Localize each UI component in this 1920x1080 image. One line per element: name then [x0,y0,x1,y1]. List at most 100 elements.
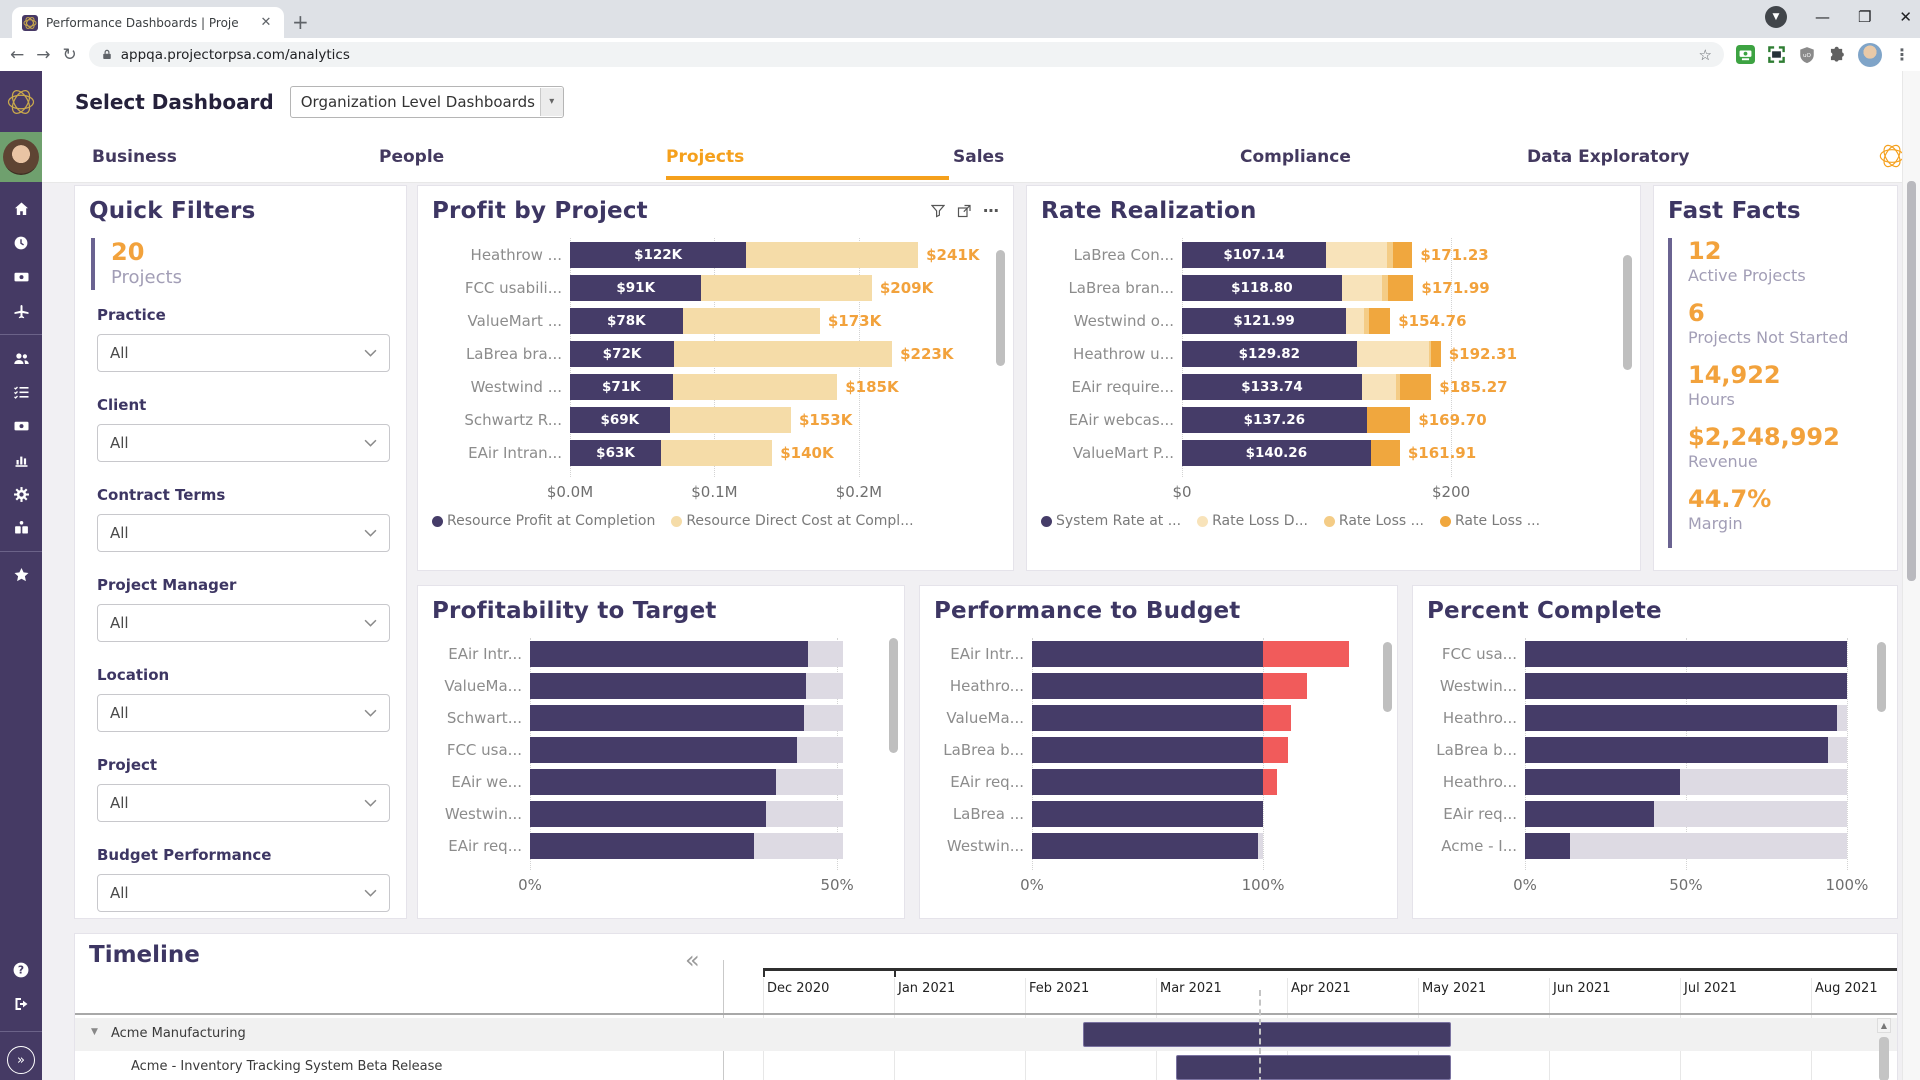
window-minimize-button[interactable]: — [1814,8,1830,26]
bar-value-label: $107.14 [1223,246,1285,263]
puzzle-extension-icon[interactable] [1828,46,1846,64]
timeline-group-row[interactable]: ▼ Acme Manufacturing [75,1018,1897,1051]
chart-row: EAir Intr... [418,638,904,670]
kpi-label: Projects [111,267,182,288]
chart-title: Profitability to Target [432,598,717,624]
tab-close-icon[interactable]: ✕ [260,15,272,30]
sidebar-item-home-icon[interactable] [0,192,42,226]
row-plot: $78K $173K [570,307,999,334]
filter-select-practice[interactable]: All [97,334,390,372]
page-scrollbar[interactable] [1902,71,1920,1080]
tab-data-exploratory[interactable]: Data Exploratory [1527,147,1690,167]
forward-button[interactable]: → [36,44,51,65]
row-label: Westwin... [444,805,522,823]
chart-legend: System Rate at ... Rate Loss D... Rate Los… [1041,513,1640,529]
filter-select-project-manager[interactable]: All [97,604,390,642]
gantt-scrollbar-thumb[interactable] [1879,1037,1889,1080]
chart-vertical-scrollbar[interactable] [1383,642,1392,712]
timeline-collapse-button[interactable]: « [685,946,700,974]
axis-tick-label: 50% [820,876,854,894]
expand-caret-icon[interactable]: ▼ [91,1027,98,1037]
select-value: All [110,344,129,362]
legend-item: Rate Loss ... [1439,513,1540,529]
tab-people[interactable]: People [379,147,445,167]
filter-funnel-icon[interactable] [931,204,945,218]
chart-axis: 0% 50% [518,868,874,900]
row-label: EAir Intran... [468,443,562,462]
axis-tick-label: $0.1M [691,483,738,501]
dropdown-caret-icon[interactable]: ▾ [539,87,563,116]
address-bar[interactable]: appqa.projectorpsa.com/analytics ☆ [88,42,1724,67]
month-label: Mar 2021 [1160,981,1222,996]
row-plot [1525,769,1863,795]
tab-sales[interactable]: Sales [953,147,1005,167]
row-plot [1525,641,1863,667]
browser-menu-icon[interactable]: ⋮ [1894,45,1910,64]
bookmark-star-icon[interactable]: ☆ [1698,45,1712,64]
sidebar-item-users-icon[interactable] [0,341,42,375]
fast-fact-revenue: $2,248,992 Revenue [1688,424,1848,473]
browser-tab[interactable]: Performance Dashboards | Proje ✕ [12,7,284,38]
row-label: ValueMa... [444,677,522,695]
sidebar-item-tasks-icon[interactable] [0,375,42,409]
sidebar-item-billing-icon[interactable] [0,409,42,443]
tab-compliance[interactable]: Compliance [1240,147,1351,167]
stat-label: Hours [1688,390,1735,409]
chart-vertical-scrollbar[interactable] [1877,642,1886,712]
tab-projects[interactable]: Projects [666,134,949,180]
stat-label: Active Projects [1688,266,1806,285]
sidebar-item-reports-icon[interactable] [0,443,42,477]
row-plot: $140.26 $161.91 [1182,439,1626,466]
bar [1032,673,1264,699]
sidebar-item-favorites-icon[interactable] [0,558,42,592]
back-button[interactable]: ← [10,44,25,65]
window-restore-button[interactable]: ❐ [1857,8,1872,26]
chevron-down-icon [364,799,377,808]
chart-axis: 0% 100% [1020,868,1367,900]
profit-by-project-card: Profit by Project ⋯ Heathrow ... $122K $24… [417,185,1014,571]
filter-select-client[interactable]: All [97,424,390,462]
filter-select-budget-performance[interactable]: All [97,874,390,912]
profitability-to-target-card: Profitability to Target EAir Intr... Valu… [417,585,905,919]
ublock-shield-icon[interactable]: uO [1798,46,1816,64]
more-options-icon[interactable]: ⋯ [983,201,999,220]
sidebar-item-expenses-icon[interactable] [0,260,42,294]
new-tab-button[interactable]: + [292,10,309,34]
dashboard-dropdown[interactable]: Organization Level Dashboards ▾ [289,85,564,118]
svg-text:?: ? [18,964,24,977]
sidebar-help-icon[interactable]: ? [0,953,42,987]
chart-vertical-scrollbar[interactable] [996,250,1005,366]
filter-select-location[interactable]: All [97,694,390,732]
screen-capture-icon[interactable] [1767,45,1786,64]
popout-icon[interactable] [957,204,971,218]
gantt-bar[interactable] [1082,1022,1451,1047]
bar-segment-rate-loss-d [1341,274,1383,301]
chart-vertical-scrollbar[interactable] [889,638,898,753]
chart-vertical-scrollbar[interactable] [1623,255,1632,370]
reload-button[interactable]: ↻ [62,44,77,65]
bar-segment-resource-profit-at-completion [570,340,674,367]
tab-business[interactable]: Business [92,147,177,167]
user-avatar[interactable] [0,132,42,182]
stat-label: Margin [1688,514,1743,533]
timeline-project-row[interactable]: Acme - Inventory Tracking System Beta Re… [75,1051,1897,1080]
gantt-bar[interactable] [1175,1055,1451,1080]
window-close-button[interactable]: ✕ [1899,8,1912,26]
filter-select-project[interactable]: All [97,784,390,822]
filter-group-client: Client All [97,396,390,462]
row-label: EAir Intr... [448,645,522,663]
page-scrollbar-thumb[interactable] [1907,181,1916,581]
sidebar-logout-icon[interactable] [0,987,42,1021]
sidebar-item-settings-icon[interactable] [0,477,42,511]
rate-realization-chart: LaBrea Con... $107.14 $171.23 LaBrea bran..… [1027,238,1640,529]
gantt-range-bar[interactable] [763,968,1897,971]
sidebar-item-clock-icon[interactable] [0,226,42,260]
browser-update-caret-icon[interactable]: ▼ [1764,6,1787,28]
browser-profile-avatar[interactable] [1858,42,1882,67]
gantt-scroll-up-button[interactable]: ▲ [1877,1018,1891,1033]
filter-select-contract-terms[interactable]: All [97,514,390,552]
sidebar-item-modules-icon[interactable] [0,511,42,545]
sidebar-item-travel-icon[interactable] [0,294,42,328]
sidebar-expand-button[interactable]: » [7,1046,35,1074]
roboform-icon[interactable] [1736,45,1755,64]
